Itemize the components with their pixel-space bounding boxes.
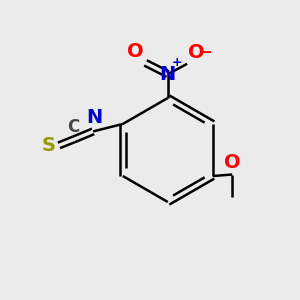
Text: O: O	[224, 153, 241, 172]
Text: O: O	[188, 43, 205, 62]
Text: O: O	[128, 42, 144, 62]
Text: +: +	[172, 56, 183, 70]
Text: N: N	[160, 65, 176, 84]
Text: N: N	[86, 108, 102, 127]
Text: −: −	[199, 45, 212, 60]
Text: C: C	[68, 118, 80, 136]
Text: S: S	[42, 136, 56, 155]
